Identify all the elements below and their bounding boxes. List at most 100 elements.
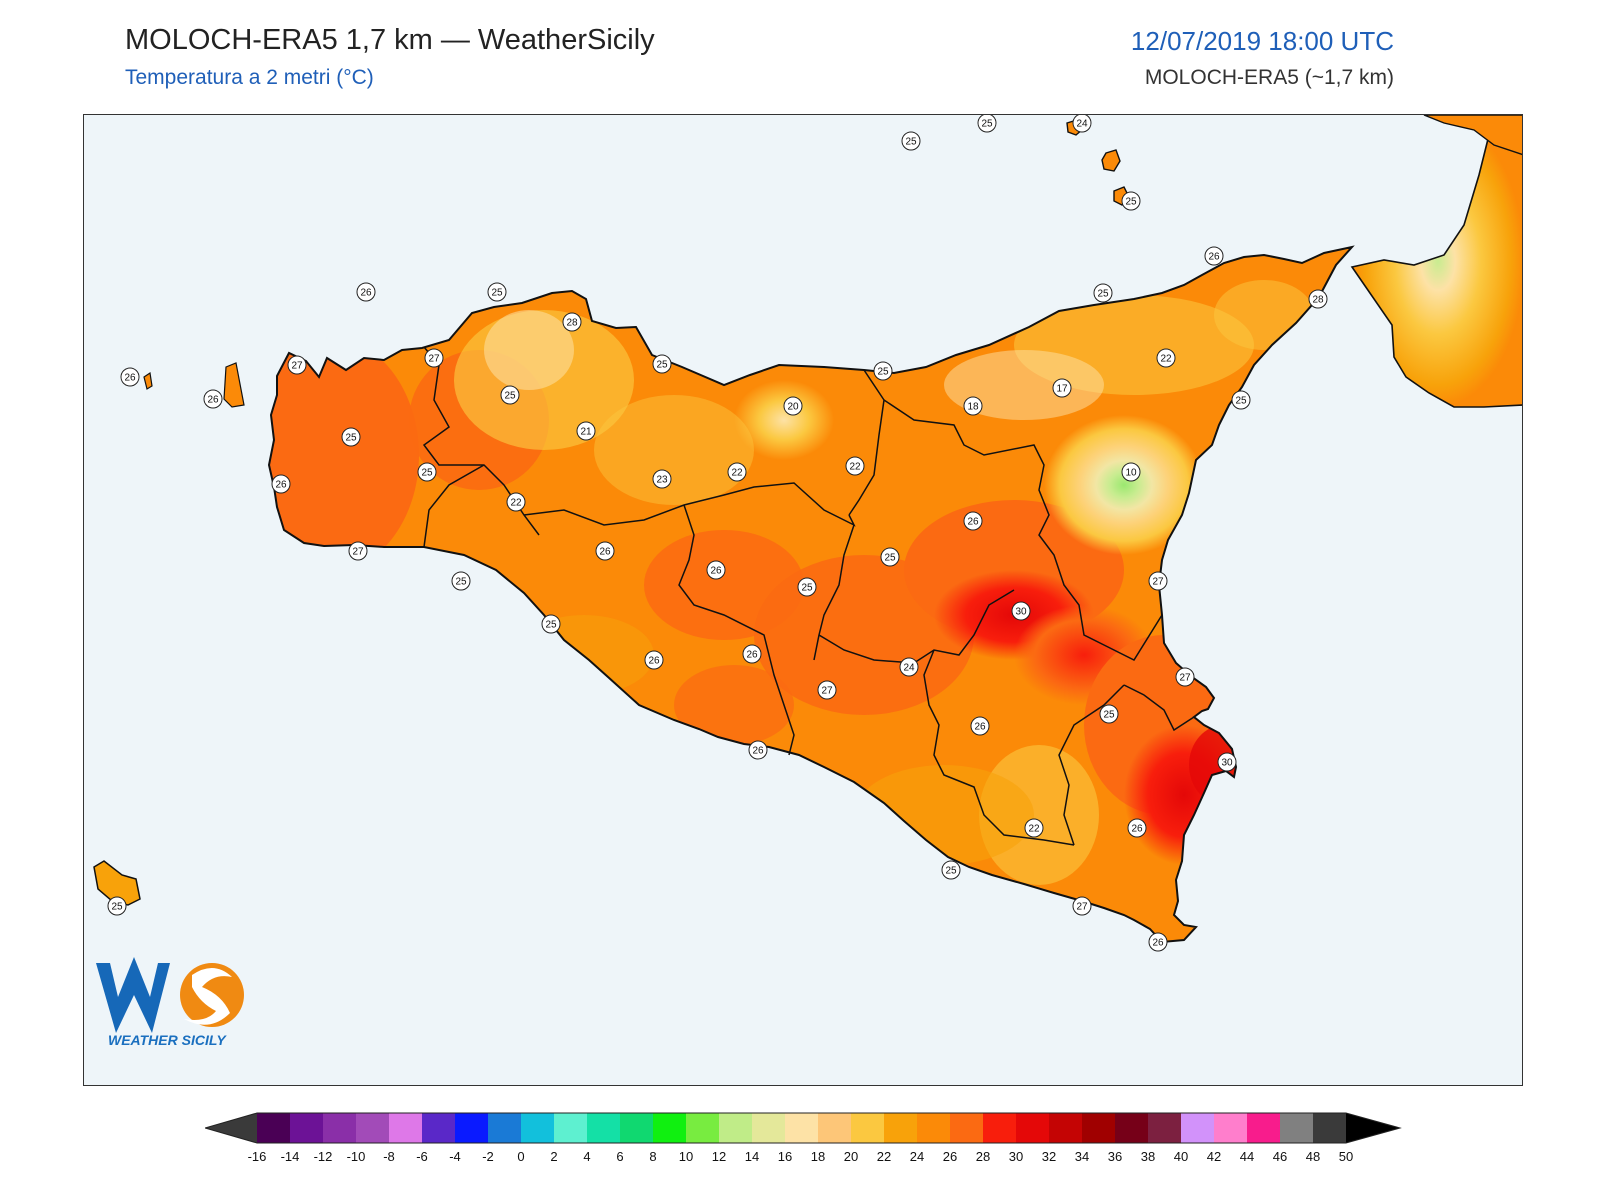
station-marker	[1072, 896, 1092, 916]
station-marker	[417, 462, 437, 482]
station-value: 22	[1028, 824, 1040, 835]
island-lipari	[1101, 149, 1121, 172]
station-marker	[873, 361, 893, 381]
station-label: 27	[817, 680, 837, 700]
logo-text: WEATHER SICILY	[108, 1032, 227, 1048]
colorbar-tick-label: 34	[1075, 1149, 1089, 1164]
colorbar-bin	[851, 1113, 885, 1143]
station-label: 25	[977, 115, 997, 133]
colorbar-bin	[422, 1113, 456, 1143]
colorbar-bin	[356, 1113, 390, 1143]
colorbar-bin	[752, 1113, 786, 1143]
station-marker	[977, 115, 997, 133]
station-label: 25	[107, 896, 127, 916]
colorbar-bin	[1313, 1113, 1347, 1143]
station-marker	[727, 462, 747, 482]
station-label: 27	[1148, 571, 1168, 591]
station-value: 26	[275, 480, 287, 491]
colorbar-bin	[1214, 1113, 1248, 1143]
station-label: 18	[963, 396, 983, 416]
colorbar-tick-label: 44	[1240, 1149, 1254, 1164]
station-value: 27	[1076, 902, 1088, 913]
station-label: 24	[899, 657, 919, 677]
station-label: 26	[748, 740, 768, 760]
colorbar-bin	[488, 1113, 522, 1143]
station-marker	[748, 740, 768, 760]
station-label: 26	[271, 474, 291, 494]
station-value: 10	[1125, 468, 1137, 479]
island-favignana	[223, 362, 245, 408]
colorbar-tick-label: 32	[1042, 1149, 1056, 1164]
colorbar-tick-label: -4	[449, 1149, 461, 1164]
station-marker	[424, 348, 444, 368]
colorbar-tick-label: 42	[1207, 1149, 1221, 1164]
station-marker	[356, 282, 376, 302]
station-label: 27	[287, 355, 307, 375]
station-marker	[541, 614, 561, 634]
station-value: 26	[752, 746, 764, 757]
colorbar-tick-label: 46	[1273, 1149, 1287, 1164]
station-value: 25	[945, 866, 957, 877]
station-value: 25	[545, 620, 557, 631]
colorbar-tick-label: 20	[844, 1149, 858, 1164]
colorbar-tick-label: 2	[550, 1149, 557, 1164]
colorbar-bin	[785, 1113, 819, 1143]
temperature-map: 25 25 24 25 26 25 28 26 26 27 27 25 25 25 26 28 22 17 18 20…	[83, 114, 1523, 1086]
colorbar-bin	[1016, 1113, 1050, 1143]
station-marker	[783, 396, 803, 416]
station-label: 27	[1072, 896, 1092, 916]
station-marker	[203, 389, 223, 409]
model-label: MOLOCH-ERA5 (~1,7 km)	[1144, 66, 1394, 89]
station-marker	[1121, 462, 1141, 482]
colorbar-bin	[587, 1113, 621, 1143]
station-label: 30	[1011, 601, 1031, 621]
station-value: 25	[656, 360, 668, 371]
chart-subtitle: Temperatura a 2 metri (°C)	[125, 66, 374, 89]
colorbar-tick-label: 28	[976, 1149, 990, 1164]
station-label: 25	[451, 571, 471, 591]
station-value: 22	[731, 468, 743, 479]
station-value: 30	[1015, 607, 1027, 618]
station-value: 25	[981, 119, 993, 130]
station-marker	[341, 427, 361, 447]
colorbar-tick-label: -2	[482, 1149, 494, 1164]
colorbar-tick-label: -16	[248, 1149, 267, 1164]
colorbar-bin	[653, 1113, 687, 1143]
colorbar-bin	[1181, 1113, 1215, 1143]
station-marker	[901, 131, 921, 151]
station-marker	[576, 421, 596, 441]
colorbar-tick-label: 6	[616, 1149, 623, 1164]
station-value: 24	[903, 663, 915, 674]
station-label: 30	[1217, 752, 1237, 772]
colorbar-bin	[1049, 1113, 1083, 1143]
colorbar-bin	[950, 1113, 984, 1143]
station-value: 26	[974, 722, 986, 733]
station-marker	[1231, 390, 1251, 410]
station-value: 17	[1056, 384, 1068, 395]
colorbar-tick-label: 30	[1009, 1149, 1023, 1164]
station-label: 22	[845, 456, 865, 476]
chart-title: MOLOCH-ERA5 1,7 km — WeatherSicily	[125, 24, 655, 56]
station-value: 25	[801, 583, 813, 594]
station-value: 26	[710, 566, 722, 577]
colorbar-bin	[290, 1113, 324, 1143]
station-label: 25	[487, 282, 507, 302]
station-marker	[845, 456, 865, 476]
colorbar-tick-label: 38	[1141, 1149, 1155, 1164]
station-label: 25	[901, 131, 921, 151]
station-label: 26	[1127, 818, 1147, 838]
station-value: 25	[491, 288, 503, 299]
station-marker	[652, 469, 672, 489]
station-label: 26	[644, 650, 664, 670]
station-value: 25	[1097, 289, 1109, 300]
station-marker	[562, 312, 582, 332]
station-marker	[1127, 818, 1147, 838]
station-value: 26	[124, 373, 136, 384]
station-marker	[1148, 571, 1168, 591]
station-value: 27	[1152, 577, 1164, 588]
colorbar-left-arrow	[205, 1113, 257, 1143]
station-marker	[1093, 283, 1113, 303]
colorbar-bin	[719, 1113, 753, 1143]
station-label: 25	[417, 462, 437, 482]
station-marker	[797, 577, 817, 597]
